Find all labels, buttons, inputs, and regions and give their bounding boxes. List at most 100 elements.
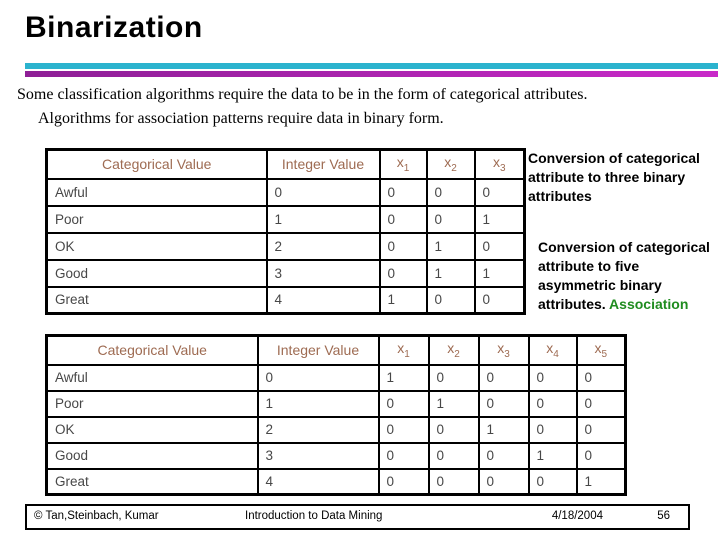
annotation-five-binary-text: Conversion of categorical attribute to f… — [538, 239, 710, 312]
annotation-three-binary: Conversion of categorical attribute to t… — [528, 150, 700, 204]
column-header-x4: x4 — [527, 334, 578, 366]
cell-integer: 4 — [265, 285, 381, 315]
title-divider-cyan — [25, 63, 718, 69]
cell-x1: 0 — [378, 204, 428, 234]
cell-x4: 1 — [527, 441, 578, 470]
cell-integer: 0 — [265, 177, 381, 207]
cell-categorical: OK — [45, 415, 259, 444]
cell-categorical: Good — [45, 441, 259, 470]
column-header-integer-value: Integer Value — [265, 148, 381, 180]
binarization-table-three-attributes: Categorical Value Integer Value x1 x2 x3… — [45, 148, 526, 315]
cell-x2: 0 — [425, 177, 476, 207]
column-header-categorical-value: Categorical Value — [45, 334, 259, 366]
column-header-x3: x3 — [473, 148, 526, 180]
page-title: Binarization — [25, 11, 203, 44]
column-header-x5: x5 — [575, 334, 627, 366]
binarization-table-five-attributes: Categorical Value Integer Value x1 x2 x3… — [45, 334, 627, 496]
cell-x1: 0 — [378, 231, 428, 261]
cell-x3: 0 — [473, 285, 526, 315]
cell-x3: 1 — [477, 415, 530, 444]
footer-date: 4/18/2004 — [551, 510, 603, 522]
table-row: Poor 1 0 1 0 0 0 — [45, 389, 627, 418]
cell-x3: 0 — [473, 177, 526, 207]
cell-x2: 0 — [427, 363, 480, 392]
cell-integer: 3 — [265, 258, 381, 288]
cell-x2: 0 — [425, 204, 476, 234]
slide-footer: © Tan,Steinbach, Kumar Introduction to D… — [25, 504, 690, 530]
table-row: Poor 1 0 0 1 — [45, 204, 526, 234]
cell-x3: 1 — [473, 204, 526, 234]
cell-x1: 1 — [377, 363, 430, 392]
column-header-x2: x2 — [427, 334, 480, 366]
cell-x1: 0 — [377, 467, 430, 496]
cell-x2: 1 — [425, 231, 476, 261]
table-row: OK 2 0 1 0 — [45, 231, 526, 261]
column-header-x3: x3 — [477, 334, 530, 366]
annotation-association-highlight: Association — [609, 296, 689, 312]
footer-course-title: Introduction to Data Mining — [245, 510, 383, 522]
cell-x4: 0 — [527, 363, 578, 392]
cell-x1: 0 — [378, 177, 428, 207]
cell-x5: 1 — [575, 467, 627, 496]
title-divider-magenta — [25, 71, 718, 77]
cell-x1: 0 — [377, 415, 430, 444]
cell-x5: 0 — [575, 415, 627, 444]
cell-x4: 0 — [527, 467, 578, 496]
cell-x2: 1 — [425, 258, 476, 288]
column-header-integer-value: Integer Value — [256, 334, 380, 366]
cell-integer: 2 — [256, 415, 380, 444]
cell-x2: 0 — [425, 285, 476, 315]
cell-x3: 0 — [477, 441, 530, 470]
table-row: Great 4 1 0 0 — [45, 285, 526, 315]
footer-copyright: © Tan,Steinbach, Kumar — [34, 510, 159, 522]
annotation-five-binary: Conversion of categorical attribute to f… — [538, 238, 710, 314]
table-row: OK 2 0 0 1 0 0 — [45, 415, 627, 444]
table-row: Awful 0 0 0 0 — [45, 177, 526, 207]
cell-x4: 0 — [527, 415, 578, 444]
cell-integer: 1 — [265, 204, 381, 234]
column-header-x2: x2 — [425, 148, 476, 180]
cell-x1: 0 — [377, 441, 430, 470]
cell-categorical: Awful — [45, 177, 268, 207]
table-header-row: Categorical Value Integer Value x1 x2 x3 — [45, 148, 526, 180]
column-header-x1: x1 — [378, 148, 428, 180]
cell-categorical: Poor — [45, 204, 268, 234]
body-text-line-2: Algorithms for association patterns requ… — [38, 110, 444, 127]
cell-categorical: Great — [45, 467, 259, 496]
cell-x5: 0 — [575, 363, 627, 392]
footer-page-number: 56 — [657, 510, 670, 522]
cell-x3: 1 — [473, 258, 526, 288]
cell-x5: 0 — [575, 441, 627, 470]
cell-x1: 1 — [378, 285, 428, 315]
column-header-categorical-value: Categorical Value — [45, 148, 268, 180]
column-header-x1: x1 — [377, 334, 430, 366]
cell-x2: 1 — [427, 389, 480, 418]
table-row: Good 3 0 0 0 1 0 — [45, 441, 627, 470]
cell-x3: 0 — [477, 389, 530, 418]
cell-integer: 1 — [256, 389, 380, 418]
cell-categorical: OK — [45, 231, 268, 261]
cell-integer: 2 — [265, 231, 381, 261]
cell-categorical: Good — [45, 258, 268, 288]
cell-x1: 0 — [377, 389, 430, 418]
table-row: Good 3 0 1 1 — [45, 258, 526, 288]
cell-categorical: Great — [45, 285, 268, 315]
cell-x4: 0 — [527, 389, 578, 418]
cell-integer: 3 — [256, 441, 380, 470]
cell-x3: 0 — [477, 467, 530, 496]
table-header-row: Categorical Value Integer Value x1 x2 x3… — [45, 334, 627, 366]
cell-x5: 0 — [575, 389, 627, 418]
cell-x1: 0 — [378, 258, 428, 288]
body-text-line-1: Some classification algorithms require t… — [17, 86, 588, 103]
table-row: Great 4 0 0 0 0 1 — [45, 467, 627, 496]
cell-categorical: Awful — [45, 363, 259, 392]
cell-x2: 0 — [427, 415, 480, 444]
cell-categorical: Poor — [45, 389, 259, 418]
table-row: Awful 0 1 0 0 0 0 — [45, 363, 627, 392]
cell-x3: 0 — [473, 231, 526, 261]
cell-x2: 0 — [427, 441, 480, 470]
cell-integer: 4 — [256, 467, 380, 496]
cell-integer: 0 — [256, 363, 380, 392]
cell-x2: 0 — [427, 467, 480, 496]
